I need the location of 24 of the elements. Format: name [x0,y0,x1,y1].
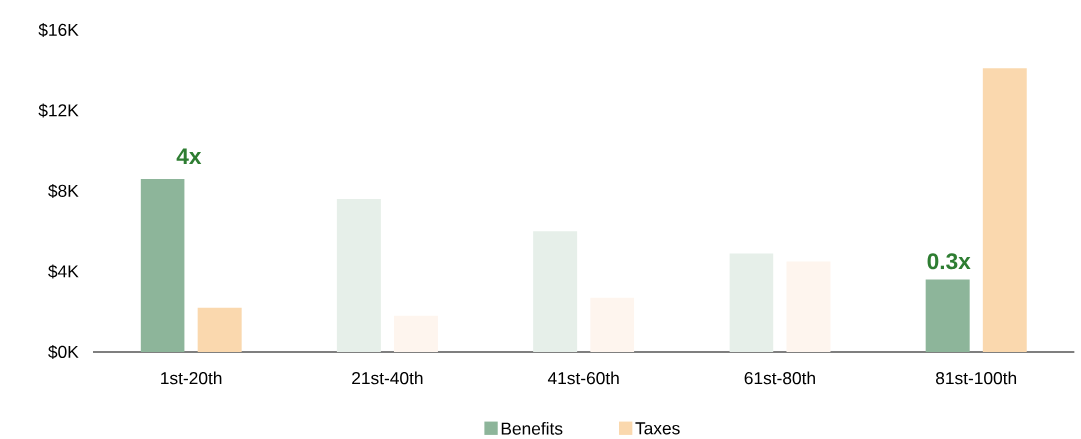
y-tick-label: $8K [48,183,79,199]
bar [197,307,242,352]
bar [786,261,831,352]
bar [925,279,970,352]
y-tick-label: $4K [48,264,79,279]
bar [982,68,1027,352]
x-tick-label: 81st-100th [936,371,1017,385]
y-tick-label: $12K [38,103,79,118]
x-tick-label: 61st-80th [744,371,815,385]
x-tick-label: 1st-20th [161,371,222,385]
legend-label: Benefits [501,421,563,435]
bar [393,315,438,352]
y-tick-label: $0K [48,344,79,360]
bar [140,178,185,352]
y-tick-label: $16K [38,22,79,37]
x-tick-label: 21st-40th [352,371,423,385]
x-tick-label: 41st-60th [547,371,619,385]
legend-label: Taxes [635,422,680,435]
annotation: 0.3x [927,253,971,270]
bar [336,199,381,352]
annotation: 4x [176,148,202,165]
bar [533,231,578,352]
bar [590,297,635,352]
bar [729,253,774,352]
